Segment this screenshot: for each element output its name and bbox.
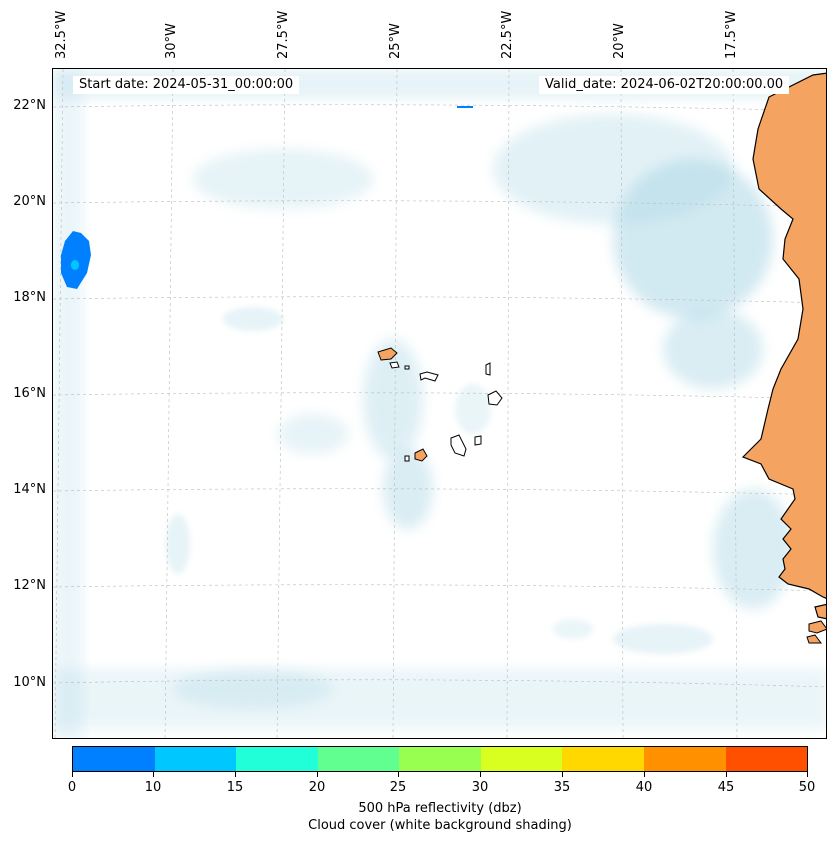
colorbar-tick	[480, 772, 481, 777]
africa-land	[741, 72, 826, 599]
colorbar-tick-label: 25	[389, 780, 407, 795]
lon-label-22-5w: 22.5°W	[500, 10, 515, 59]
lat-label-12n: 12°N	[13, 578, 46, 593]
colorbar-segment-0-10	[73, 747, 155, 771]
colorbar-tick	[72, 772, 73, 777]
colorbar-segment-20-25	[317, 747, 400, 771]
lon-label-27-5w: 27.5°W	[276, 10, 291, 59]
lat-label-10n: 10°N	[13, 675, 46, 690]
lat-label-18n: 18°N	[13, 290, 46, 305]
colorbar-tick	[807, 772, 808, 777]
colorbar-tick	[153, 772, 154, 777]
colorbar-tick	[644, 772, 645, 777]
map-plot	[52, 68, 827, 739]
africa-land-south	[814, 603, 826, 620]
lon-label-30w: 30°W	[164, 23, 179, 59]
colorbar-tick-label: 40	[635, 780, 653, 795]
lat-label-22n: 22°N	[13, 98, 46, 113]
lon-label-25w: 25°W	[388, 23, 403, 59]
colorbar	[72, 746, 808, 772]
valid-date-label: Valid_date: 2024-06-02T20:00:00.00	[539, 76, 790, 94]
coastal-island-1	[808, 620, 826, 634]
colorbar-tick-label: 30	[471, 780, 489, 795]
colorbar-tick	[317, 772, 318, 777]
colorbar-segment-45-50	[725, 747, 808, 771]
colorbar-sublabel: Cloud cover (white background shading)	[308, 818, 572, 833]
colorbar-tick-label: 45	[717, 780, 735, 795]
lat-label-16n: 16°N	[13, 386, 46, 401]
colorbar-tick	[235, 772, 236, 777]
map-canvas	[53, 69, 826, 738]
colorbar-tick	[398, 772, 399, 777]
colorbar-tick-label: 0	[67, 780, 77, 795]
graticule	[53, 69, 826, 738]
colorbar-tick	[562, 772, 563, 777]
colorbar-segment-40-45	[643, 747, 726, 771]
lon-label-17-5w: 17.5°W	[724, 10, 739, 59]
colorbar-segment-15-20	[236, 747, 318, 771]
colorbar-label: 500 hPa reflectivity (dbz)	[358, 801, 522, 816]
colorbar-tick-label: 15	[226, 780, 244, 795]
start-date-label: Start date: 2024-05-31_00:00:00	[73, 76, 300, 94]
lat-label-20n: 20°N	[13, 194, 46, 209]
colorbar-tick-label: 10	[144, 780, 162, 795]
colorbar-tick-label: 35	[553, 780, 571, 795]
colorbar-tick-label: 20	[308, 780, 326, 795]
cape-verde-islands	[377, 347, 503, 462]
coastal-island-2	[806, 634, 822, 644]
colorbar-tick	[726, 772, 727, 777]
colorbar-tick-label: 50	[798, 780, 816, 795]
colorbar-segment-10-15	[154, 747, 237, 771]
colorbar-segment-35-40	[562, 747, 644, 771]
lon-label-32-5w: 32.5°W	[54, 10, 69, 59]
cloud-cover-shading	[53, 69, 826, 738]
colorbar-segment-25-30	[399, 747, 481, 771]
lon-label-20w: 20°W	[612, 23, 627, 59]
reflectivity-echoes	[61, 106, 473, 289]
lat-label-14n: 14°N	[13, 482, 46, 497]
colorbar-segment-30-35	[480, 747, 563, 771]
